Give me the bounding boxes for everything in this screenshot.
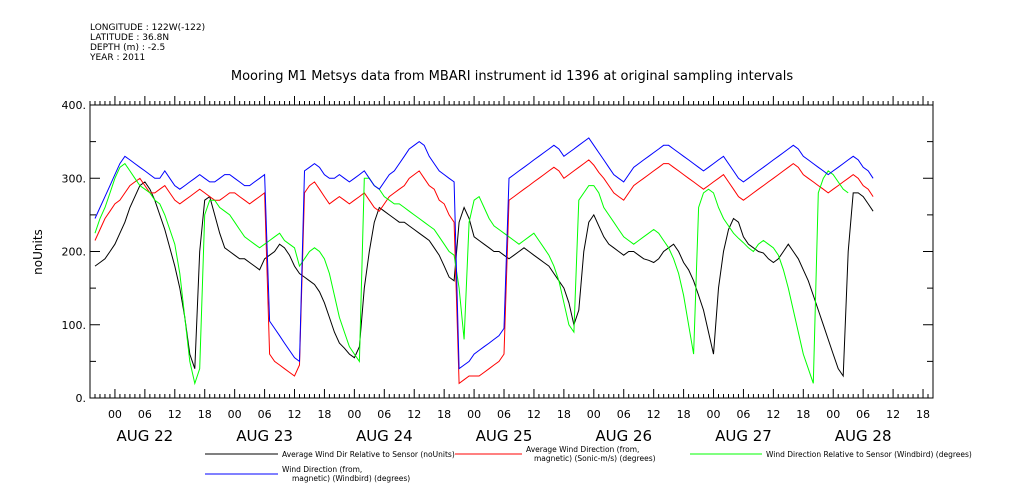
x-hour-label: 12 — [288, 408, 302, 421]
x-day-label: AUG 22 — [117, 427, 174, 445]
x-hour-label: 12 — [168, 408, 182, 421]
axes-layer: 0. 100. 200. 300. 400. 00 06 12 18 AUG 22 00 06 12 18… — [62, 96, 934, 445]
y-tick-label: 100. — [62, 319, 87, 332]
x-hour-label: 12 — [647, 408, 661, 421]
y-tick-label: 300. — [62, 172, 87, 185]
x-hour-label: 00 — [347, 408, 361, 421]
chart-title: Mooring M1 Metsys data from MBARI instru… — [231, 69, 793, 84]
series-line-2 — [94, 159, 874, 385]
series-line-3 — [94, 162, 849, 386]
plot-frame — [89, 104, 934, 399]
x-hour-label: 18 — [916, 408, 930, 421]
series-layer — [94, 137, 874, 386]
x-hour-label: 00 — [228, 408, 242, 421]
year-text: YEAR : 2011 — [89, 53, 145, 63]
legend-label-series-4: Wind Direction (from, magnetic) (Windbir… — [282, 465, 410, 483]
series-line-1 — [94, 181, 874, 378]
longitude-text: LONGITUDE : 122W(-122) — [90, 23, 205, 33]
latitude-text: LATITUDE : 36.8N — [90, 33, 169, 43]
depth-text: DEPTH (m) : -2.5 — [90, 43, 165, 53]
legend: Average Wind Dir Relative to Sensor (noU… — [205, 445, 972, 483]
x-hour-label: 12 — [886, 408, 900, 421]
x-day-label: AUG 27 — [715, 427, 772, 445]
x-hour-label: 00 — [587, 408, 601, 421]
x-hour-label: 00 — [826, 408, 840, 421]
x-day-label: AUG 28 — [835, 427, 892, 445]
x-hour-label: 18 — [198, 408, 212, 421]
y-tick-label: 400. — [62, 99, 87, 112]
x-hour-label: 06 — [497, 408, 511, 421]
x-day-label: AUG 25 — [476, 427, 533, 445]
y-tick-label: 200. — [62, 246, 87, 259]
legend-label-series-4-line2: magnetic) (Windbird) (degrees) — [292, 474, 410, 483]
legend-label-series-1: Average Wind Dir Relative to Sensor (noU… — [282, 450, 455, 459]
legend-label-series-4-line1: Wind Direction (from, — [282, 465, 362, 474]
legend-label-series-3: Wind Direction Relative to Sensor (Windb… — [766, 450, 972, 459]
x-hour-label: 06 — [138, 408, 152, 421]
legend-label-series-2: Average Wind Direction (from, magnetic) … — [526, 445, 656, 463]
x-hour-label: 00 — [707, 408, 721, 421]
y-axis-label: noUnits — [31, 229, 45, 275]
x-hour-label: 12 — [527, 408, 541, 421]
x-hour-label: 18 — [796, 408, 810, 421]
x-hour-label: 18 — [557, 408, 571, 421]
x-hour-label: 18 — [437, 408, 451, 421]
x-hour-label: 12 — [766, 408, 780, 421]
x-hour-label: 06 — [258, 408, 272, 421]
x-hour-label: 00 — [467, 408, 481, 421]
x-hour-label: 00 — [108, 408, 122, 421]
x-hour-label: 18 — [677, 408, 691, 421]
x-day-label: AUG 26 — [595, 427, 652, 445]
x-hour-label: 06 — [736, 408, 750, 421]
legend-label-series-2-line2: magnetic) (Sonic-m/s) (degrees) — [534, 454, 656, 463]
y-tick-label: 0. — [76, 392, 87, 405]
x-hour-label: 12 — [407, 408, 421, 421]
x-day-label: AUG 24 — [356, 427, 413, 445]
x-hour-label: 06 — [617, 408, 631, 421]
x-hour-label: 06 — [856, 408, 870, 421]
x-hour-label: 18 — [317, 408, 331, 421]
legend-label-series-2-line1: Average Wind Direction (from, — [526, 445, 639, 454]
series-line-4 — [94, 137, 874, 370]
x-hour-label: 06 — [377, 408, 391, 421]
x-day-label: AUG 23 — [236, 427, 293, 445]
